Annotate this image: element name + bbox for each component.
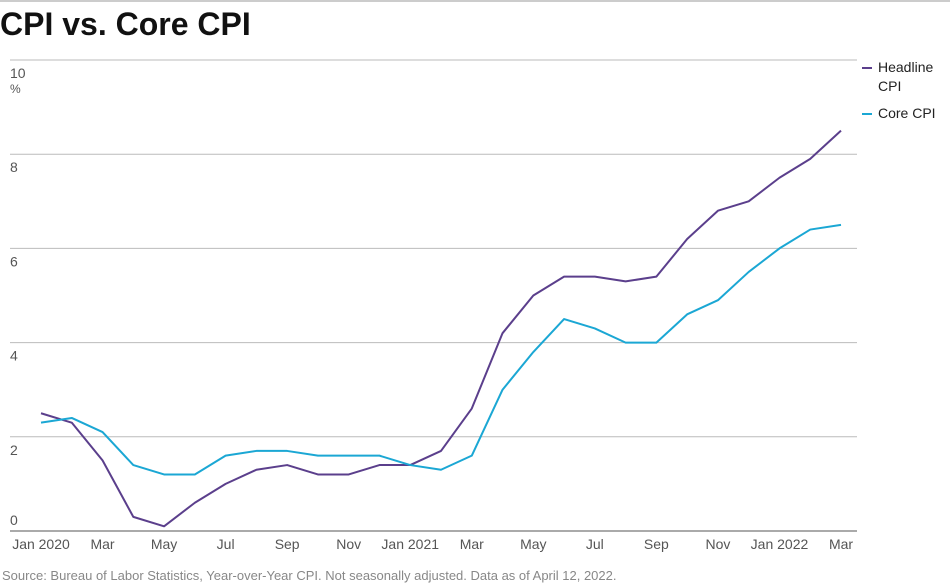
y-tick-label: 10 <box>10 65 26 81</box>
x-tick-label: Nov <box>336 536 361 552</box>
x-tick-label: May <box>520 536 546 552</box>
x-tick-label: Mar <box>90 536 114 552</box>
source: Source: Bureau of Labor Statistics, Year… <box>2 568 617 583</box>
x-tick-label: Nov <box>705 536 730 552</box>
line-series <box>40 223 842 476</box>
x-tick-label: Jan 2022 <box>751 536 809 552</box>
legend-item: Core CPI <box>862 104 948 123</box>
line-series <box>40 129 842 528</box>
legend: Headline CPI Core CPI <box>862 58 948 131</box>
x-tick-label: May <box>151 536 177 552</box>
x-tick-label: Jan 2020 <box>12 536 70 552</box>
legend-item: Headline CPI <box>862 58 948 96</box>
x-tick-label: Mar <box>460 536 484 552</box>
y-tick-label: 4 <box>10 348 18 364</box>
chart-title: CPI vs. Core CPI <box>0 6 251 42</box>
legend-label: Core CPI <box>878 105 936 121</box>
x-tick-label: Jan 2021 <box>381 536 439 552</box>
x-tick-label: Mar <box>829 536 853 552</box>
x-tick-label: Jul <box>586 536 604 552</box>
y-tick-label: 6 <box>10 253 18 269</box>
y-tick-label: 2 <box>10 442 18 458</box>
x-tick-label: Sep <box>275 536 300 552</box>
x-tick-label: Jul <box>217 536 235 552</box>
y-axis-label: % <box>10 82 21 96</box>
legend-label: Headline CPI <box>878 59 934 94</box>
legend-swatch <box>862 67 872 69</box>
y-tick-label: 8 <box>10 159 18 175</box>
legend-swatch <box>862 113 872 115</box>
x-tick-label: Sep <box>644 536 669 552</box>
y-tick-label: 0 <box>10 512 18 528</box>
